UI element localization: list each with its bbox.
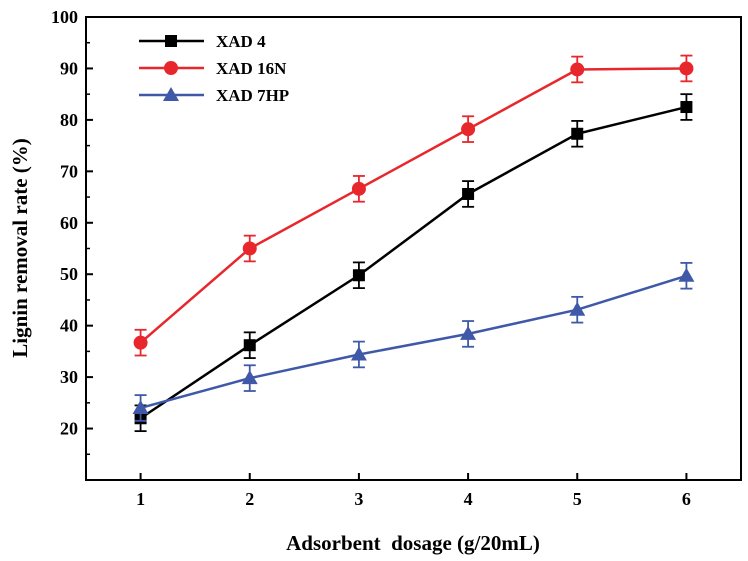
x-tick-label: 6 — [682, 489, 691, 509]
legend-label: XAD 7HP — [216, 86, 289, 105]
data-point — [350, 346, 367, 361]
legend-swatch-marker — [164, 61, 178, 75]
legend-label: XAD 16N — [216, 59, 287, 78]
data-point — [462, 187, 475, 200]
legend-swatch-marker — [165, 35, 177, 47]
series-xad-16n — [133, 54, 694, 357]
data-point — [133, 335, 148, 350]
series-line — [139, 67, 687, 344]
legend-item: XAD 4 — [139, 32, 266, 51]
x-tick-label: 2 — [245, 489, 254, 509]
data-point — [570, 62, 585, 77]
series-xad-7hp — [132, 262, 695, 422]
y-tick-label: 30 — [60, 367, 78, 387]
data-point — [679, 61, 694, 76]
y-axis-label: Lignin removal rate (%) — [8, 138, 32, 358]
series-line — [140, 274, 687, 410]
y-tick-label: 70 — [60, 161, 78, 181]
data-point — [243, 339, 256, 352]
data-point — [351, 181, 366, 196]
data-point — [461, 122, 476, 137]
data-point — [571, 127, 584, 140]
data-point — [569, 301, 586, 316]
x-tick-label: 5 — [573, 489, 582, 509]
legend-swatch-marker — [163, 87, 179, 101]
x-tick-label: 4 — [464, 489, 473, 509]
y-tick-label: 60 — [60, 213, 78, 233]
y-tick-label: 40 — [60, 316, 78, 336]
series-line — [139, 105, 687, 420]
data-point — [460, 325, 477, 340]
plot-area-frame — [85, 16, 742, 481]
data-point — [241, 370, 258, 385]
data-point — [678, 267, 695, 282]
x-tick-label: 1 — [136, 489, 145, 509]
data-point — [242, 241, 257, 256]
y-tick-label: 100 — [51, 7, 78, 27]
series-xad-4 — [134, 93, 693, 433]
data-point — [132, 399, 149, 414]
legend-label: XAD 4 — [216, 32, 266, 51]
y-tick-label: 50 — [60, 264, 78, 284]
y-tick-label: 80 — [60, 110, 78, 130]
legend-item: XAD 7HP — [139, 86, 289, 105]
legend-item: XAD 16N — [139, 59, 287, 78]
data-point — [680, 101, 693, 114]
y-tick-label: 20 — [60, 419, 78, 439]
data-point — [352, 269, 365, 282]
y-tick-label: 90 — [60, 58, 78, 78]
x-axis-label: Adsorbent dosage (g/20mL) — [286, 531, 540, 555]
x-tick-label: 3 — [354, 489, 363, 509]
